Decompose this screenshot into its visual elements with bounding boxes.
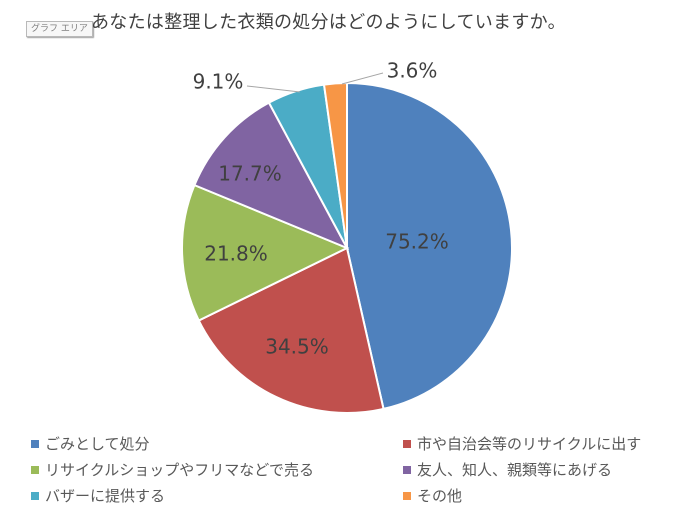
- pie-slices: [181, 81, 513, 414]
- data-label: 75.2%: [385, 230, 449, 254]
- legend-label: 友人、知人、親類等にあげる: [417, 461, 613, 479]
- legend-swatch-orange: [403, 491, 411, 500]
- legend-item-resale[interactable]: リサイクルショップやフリマなどで売る: [31, 459, 314, 480]
- legend-label: ごみとして処分: [45, 435, 150, 453]
- legend-swatch-blue: [31, 439, 39, 448]
- legend-swatch-purple: [403, 465, 411, 474]
- legend-label: リサイクルショップやフリマなどで売る: [45, 461, 314, 479]
- slice-municipal-recycling[interactable]: [197, 246, 385, 414]
- leader-line: [341, 72, 384, 85]
- legend-item-garbage[interactable]: ごみとして処分: [31, 433, 150, 454]
- chart-title: あなたは整理した衣類の処分はどのようにしていますか。: [91, 12, 566, 33]
- leader-lines: [246, 72, 384, 93]
- legend-label: 市や自治会等のリサイクルに出す: [417, 435, 642, 453]
- data-label: 9.1%: [193, 70, 244, 94]
- slice-resale[interactable]: [181, 183, 350, 322]
- legend-item-municipal-recycling[interactable]: 市や自治会等のリサイクルに出す: [403, 433, 641, 454]
- legend-swatch-green: [31, 465, 39, 474]
- data-label: 17.7%: [218, 162, 282, 186]
- data-label: 34.5%: [265, 335, 329, 359]
- leader-line: [246, 85, 301, 93]
- slice-give-away[interactable]: [193, 101, 350, 250]
- legend-item-give-away[interactable]: 友人、知人、親類等にあげる: [403, 459, 612, 480]
- legend-item-bazaar[interactable]: バザーに提供する: [31, 485, 165, 506]
- legend-swatch-cyan: [31, 491, 39, 500]
- slice-garbage[interactable]: [346, 81, 513, 411]
- chart-area-tag: グラフ エリア: [26, 21, 93, 37]
- legend-label: その他: [417, 487, 463, 505]
- data-label: 3.6%: [387, 59, 438, 83]
- legend-swatch-red: [403, 439, 411, 448]
- legend-label: バザーに提供する: [45, 487, 166, 505]
- data-label: 21.8%: [204, 242, 268, 266]
- legend-item-other[interactable]: その他: [403, 485, 462, 506]
- data-labels: 75.2% 34.5% 21.8% 17.7% 9.1% 3.6%: [193, 59, 449, 359]
